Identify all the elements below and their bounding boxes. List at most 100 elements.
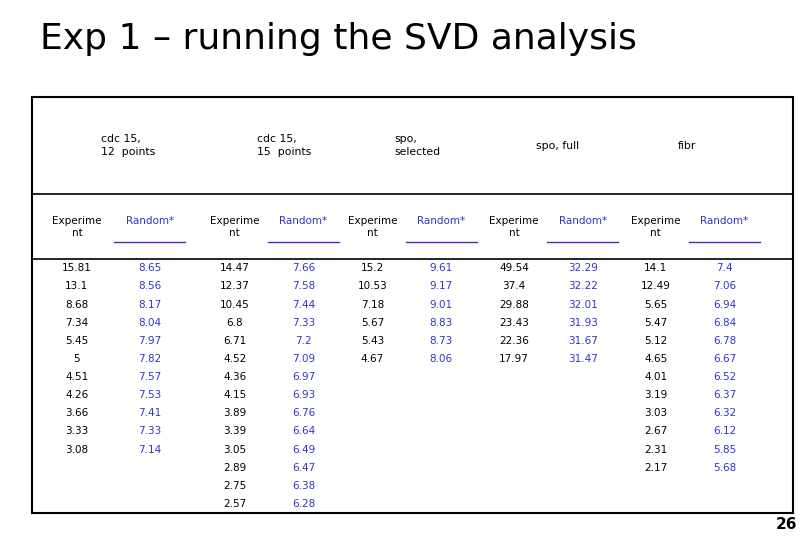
Text: 8.68: 8.68 bbox=[66, 300, 88, 309]
Text: 3.03: 3.03 bbox=[644, 408, 667, 418]
Text: 8.83: 8.83 bbox=[429, 318, 453, 328]
Text: 6.78: 6.78 bbox=[713, 336, 736, 346]
Text: 32.01: 32.01 bbox=[568, 300, 598, 309]
Text: 8.56: 8.56 bbox=[139, 281, 161, 292]
Text: 15.81: 15.81 bbox=[62, 264, 92, 273]
Text: 12.37: 12.37 bbox=[220, 281, 249, 292]
Text: 31.67: 31.67 bbox=[568, 336, 598, 346]
Text: Random*: Random* bbox=[417, 217, 465, 226]
Text: 6.84: 6.84 bbox=[713, 318, 736, 328]
Text: 9.17: 9.17 bbox=[429, 281, 453, 292]
Text: 8.06: 8.06 bbox=[429, 354, 453, 364]
Text: 4.01: 4.01 bbox=[644, 372, 667, 382]
Text: Exp 1 – running the SVD analysis: Exp 1 – running the SVD analysis bbox=[40, 22, 637, 56]
Text: 2.89: 2.89 bbox=[223, 463, 246, 472]
Text: 2.17: 2.17 bbox=[644, 463, 667, 472]
Text: 49.54: 49.54 bbox=[499, 264, 529, 273]
Text: 6.52: 6.52 bbox=[713, 372, 736, 382]
Text: 6.32: 6.32 bbox=[713, 408, 736, 418]
Text: 12.49: 12.49 bbox=[641, 281, 671, 292]
Text: 4.15: 4.15 bbox=[223, 390, 246, 400]
Text: 3.66: 3.66 bbox=[66, 408, 88, 418]
Text: 10.53: 10.53 bbox=[357, 281, 387, 292]
Text: Experime
nt: Experime nt bbox=[347, 216, 397, 238]
Text: 7.82: 7.82 bbox=[139, 354, 161, 364]
Text: 2.67: 2.67 bbox=[644, 427, 667, 436]
Text: 7.44: 7.44 bbox=[292, 300, 315, 309]
Text: 2.57: 2.57 bbox=[223, 499, 246, 509]
Text: 9.01: 9.01 bbox=[429, 300, 453, 309]
Text: 3.05: 3.05 bbox=[224, 444, 246, 455]
Text: 4.51: 4.51 bbox=[66, 372, 88, 382]
Text: 7.66: 7.66 bbox=[292, 264, 315, 273]
Text: Random*: Random* bbox=[126, 217, 174, 226]
Text: 5.65: 5.65 bbox=[644, 300, 667, 309]
Text: 8.04: 8.04 bbox=[139, 318, 161, 328]
Text: 3.39: 3.39 bbox=[223, 427, 246, 436]
Text: 7.06: 7.06 bbox=[713, 281, 736, 292]
Text: 2.31: 2.31 bbox=[644, 444, 667, 455]
Text: 3.89: 3.89 bbox=[223, 408, 246, 418]
Text: fibr: fibr bbox=[678, 141, 697, 151]
Text: 7.58: 7.58 bbox=[292, 281, 315, 292]
Text: 7.57: 7.57 bbox=[139, 372, 161, 382]
Text: 5.85: 5.85 bbox=[713, 444, 736, 455]
Text: 7.53: 7.53 bbox=[139, 390, 161, 400]
Text: 7.41: 7.41 bbox=[139, 408, 161, 418]
Text: 6.8: 6.8 bbox=[227, 318, 243, 328]
Text: Experime
nt: Experime nt bbox=[210, 216, 259, 238]
Text: 10.45: 10.45 bbox=[220, 300, 249, 309]
Text: 6.47: 6.47 bbox=[292, 463, 315, 472]
Bar bbox=[32, 97, 793, 513]
Text: 6.12: 6.12 bbox=[713, 427, 736, 436]
Text: 5.45: 5.45 bbox=[66, 336, 88, 346]
Text: 3.08: 3.08 bbox=[66, 444, 88, 455]
Text: 6.97: 6.97 bbox=[292, 372, 315, 382]
Text: 6.38: 6.38 bbox=[292, 481, 315, 491]
Text: 3.33: 3.33 bbox=[66, 427, 88, 436]
Text: Random*: Random* bbox=[279, 217, 327, 226]
Text: 6.28: 6.28 bbox=[292, 499, 315, 509]
Text: 6.93: 6.93 bbox=[292, 390, 315, 400]
Text: 8.65: 8.65 bbox=[139, 264, 161, 273]
Text: 6.37: 6.37 bbox=[713, 390, 736, 400]
Text: 37.4: 37.4 bbox=[502, 281, 526, 292]
Text: 6.71: 6.71 bbox=[223, 336, 246, 346]
Text: 7.34: 7.34 bbox=[66, 318, 88, 328]
Text: Random*: Random* bbox=[559, 217, 607, 226]
Text: 2.75: 2.75 bbox=[223, 481, 246, 491]
Text: 6.76: 6.76 bbox=[292, 408, 315, 418]
Text: 7.33: 7.33 bbox=[139, 427, 161, 436]
Text: Experime
nt: Experime nt bbox=[631, 216, 680, 238]
Text: 6.49: 6.49 bbox=[292, 444, 315, 455]
Text: 6.67: 6.67 bbox=[713, 354, 736, 364]
Text: 4.36: 4.36 bbox=[223, 372, 246, 382]
Text: 23.43: 23.43 bbox=[499, 318, 529, 328]
Text: Experime
nt: Experime nt bbox=[489, 216, 539, 238]
Text: 14.1: 14.1 bbox=[644, 264, 667, 273]
Text: Experime
nt: Experime nt bbox=[52, 216, 101, 238]
Text: 14.47: 14.47 bbox=[220, 264, 249, 273]
Text: 15.2: 15.2 bbox=[360, 264, 384, 273]
Text: 4.52: 4.52 bbox=[223, 354, 246, 364]
Text: 9.61: 9.61 bbox=[429, 264, 453, 273]
Text: 17.97: 17.97 bbox=[499, 354, 529, 364]
Text: 7.2: 7.2 bbox=[296, 336, 312, 346]
Text: 22.36: 22.36 bbox=[499, 336, 529, 346]
Text: 7.97: 7.97 bbox=[139, 336, 161, 346]
Text: 8.73: 8.73 bbox=[429, 336, 453, 346]
Text: 29.88: 29.88 bbox=[499, 300, 529, 309]
Text: 6.64: 6.64 bbox=[292, 427, 315, 436]
Text: 6.94: 6.94 bbox=[713, 300, 736, 309]
Text: 5.67: 5.67 bbox=[360, 318, 384, 328]
Text: 5.43: 5.43 bbox=[360, 336, 384, 346]
Text: 31.93: 31.93 bbox=[568, 318, 598, 328]
Text: Random*: Random* bbox=[701, 217, 748, 226]
Text: 7.4: 7.4 bbox=[716, 264, 733, 273]
Text: cdc 15,
12  points: cdc 15, 12 points bbox=[101, 134, 156, 157]
Text: 31.47: 31.47 bbox=[568, 354, 598, 364]
Text: 7.09: 7.09 bbox=[292, 354, 315, 364]
Text: 5: 5 bbox=[74, 354, 80, 364]
Text: 4.26: 4.26 bbox=[66, 390, 88, 400]
Text: spo,
selected: spo, selected bbox=[394, 134, 441, 157]
